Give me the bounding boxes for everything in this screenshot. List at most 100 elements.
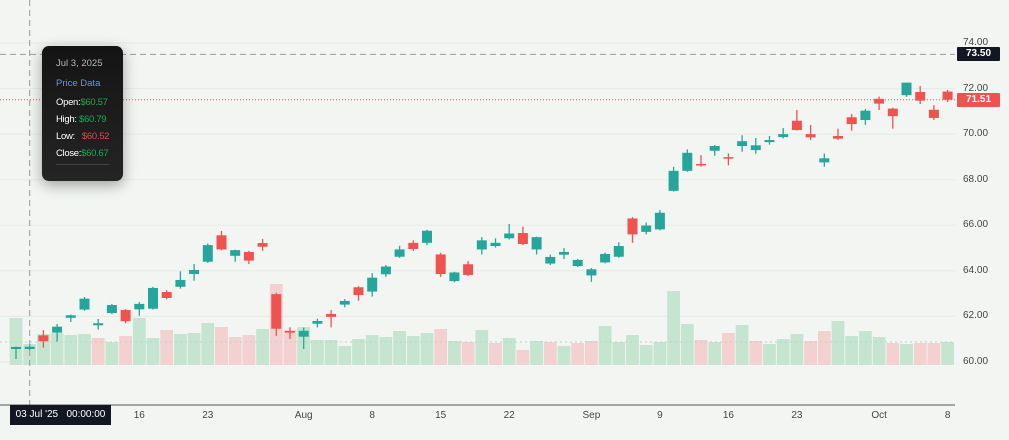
volume-bar <box>105 342 119 365</box>
candle-body <box>11 346 21 350</box>
time-tick-label: 8 <box>944 410 951 421</box>
candle-body <box>819 158 830 163</box>
candle-body <box>339 300 350 305</box>
volume-bar <box>941 342 954 365</box>
candle-body <box>189 269 200 275</box>
candle-body <box>559 251 569 255</box>
candle-body <box>79 298 90 310</box>
candle-body <box>230 250 241 256</box>
volume-bar <box>434 329 448 365</box>
price-tick-label: 62.00 <box>963 310 989 322</box>
volume-bar <box>831 321 845 365</box>
candle-body <box>285 331 295 333</box>
price-tick-label: 70.00 <box>963 128 989 140</box>
candle-body <box>257 243 268 247</box>
candle-body <box>887 108 898 117</box>
tooltip-date: Jul 3, 2025 <box>56 58 103 69</box>
volume-bar <box>859 331 872 365</box>
candle-body <box>846 117 857 125</box>
price-tick-label: 64.00 <box>963 264 989 276</box>
candle-body <box>394 249 405 257</box>
volume-bar <box>475 330 489 365</box>
volume-bar <box>845 336 859 365</box>
candle-body <box>65 315 76 318</box>
volume-bar <box>461 342 475 365</box>
price-tick-label: 66.00 <box>963 219 989 231</box>
candle-body <box>531 237 542 250</box>
volume-bar <box>886 343 900 365</box>
crosshair-price-label: 73.50 <box>957 47 1000 62</box>
tooltip-divider <box>56 164 109 165</box>
volume-bar <box>311 340 324 365</box>
time-tick-label: 23 <box>791 410 803 421</box>
volume-bar <box>489 343 502 365</box>
volume-bar <box>50 333 64 365</box>
open-label: Open: <box>56 97 81 108</box>
time-tick-label: 9 <box>657 410 663 421</box>
candle-body <box>271 294 282 329</box>
time-tick-label: Sep <box>582 410 601 421</box>
volume-bar <box>804 341 817 365</box>
candle-body <box>833 135 843 139</box>
candle-body <box>202 245 213 262</box>
volume-bar <box>160 330 174 365</box>
candle-body <box>476 240 487 250</box>
candle-body <box>463 264 474 275</box>
candle-body <box>312 320 323 324</box>
volume-bar <box>448 341 461 365</box>
tooltip-title: Price Data <box>56 78 101 89</box>
candle-body <box>778 134 789 138</box>
volume-bar <box>667 291 680 365</box>
volume-bar <box>722 333 735 365</box>
candle-body <box>148 287 158 309</box>
price-tick-label: 60.00 <box>963 356 989 367</box>
volume-bar <box>228 337 242 365</box>
volume-bar <box>557 346 571 365</box>
volume-bars <box>9 284 954 365</box>
volume-bar <box>749 341 763 365</box>
candle-body <box>586 269 597 276</box>
volume-bar <box>201 323 215 365</box>
volume-bar <box>146 338 160 365</box>
candle-body <box>915 91 926 101</box>
volume-bar <box>585 341 598 365</box>
volume-bar <box>119 336 132 365</box>
candle-body <box>860 110 871 121</box>
candle-body <box>24 346 35 350</box>
volume-bar <box>78 334 91 365</box>
candle-body <box>654 212 665 230</box>
volume-bar <box>790 334 804 365</box>
candle-body <box>942 91 953 100</box>
candle-body <box>682 152 693 171</box>
volume-bar <box>91 338 105 365</box>
volume-bar <box>708 342 722 365</box>
time-tick-label: 16 <box>133 410 145 421</box>
volume-bar <box>502 338 516 365</box>
candle-body <box>874 98 885 104</box>
candle-body <box>38 335 49 342</box>
candle-body <box>106 305 117 314</box>
time-tick-label: Aug <box>294 410 313 421</box>
low-label: Low: <box>56 131 75 142</box>
volume-bar <box>187 333 201 365</box>
candle-body <box>805 134 816 138</box>
volume-bar <box>516 350 530 365</box>
volume-bar <box>365 335 379 365</box>
volume-bar <box>872 337 886 365</box>
volume-bar <box>324 340 338 365</box>
time-tick-label: 23 <box>202 410 214 421</box>
candle-body <box>422 230 432 243</box>
candle-body <box>517 233 528 244</box>
open-value: $60.57 <box>80 97 108 108</box>
price-tick-label: 72.00 <box>963 82 989 94</box>
candle-body <box>709 145 720 151</box>
volume-bar <box>352 339 365 365</box>
volume-bar <box>174 334 187 365</box>
candle-body <box>408 242 419 249</box>
candle-body <box>641 225 652 232</box>
time-tick-label: 22 <box>503 410 515 421</box>
candle-body <box>353 287 364 296</box>
candle-body <box>750 145 761 151</box>
candle-body <box>367 277 378 292</box>
